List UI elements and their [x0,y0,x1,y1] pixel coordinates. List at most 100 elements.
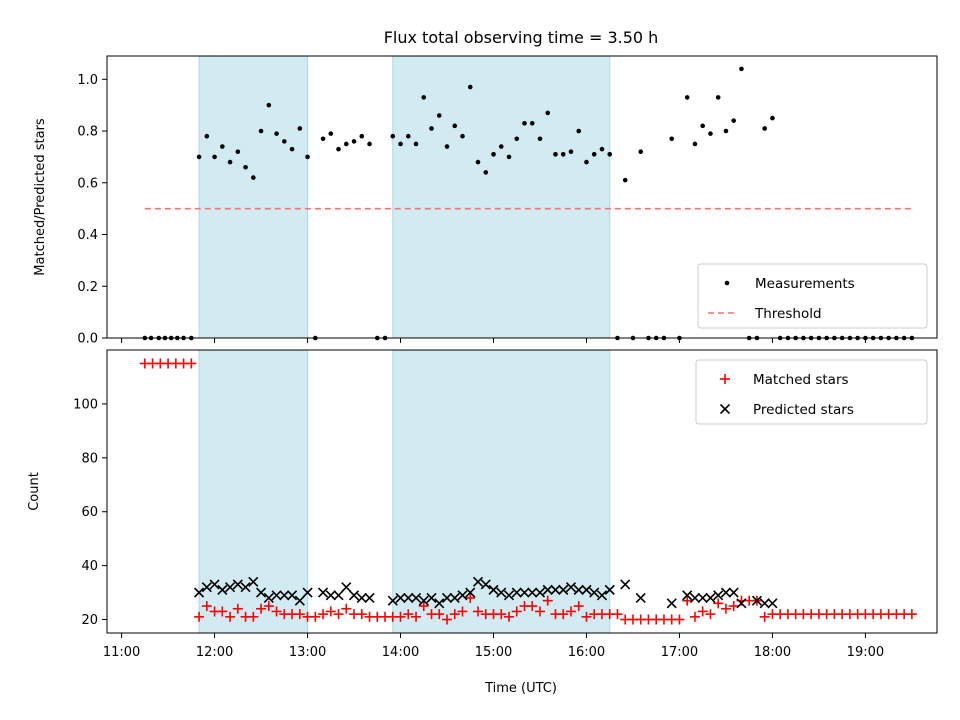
y-tick-label: 0.6 [77,176,98,191]
data-point-79 [739,66,744,72]
plot-frame [106,55,938,339]
data-point-37 [413,141,419,147]
data-point-58 [576,128,582,134]
data-point-73 [692,141,698,147]
data-point-45 [558,584,569,595]
data-point-41 [449,609,460,620]
y-tick-label: 100 [73,397,98,412]
data-point-35 [398,141,403,147]
legend-entry: Threshold [754,306,822,322]
data-point-28 [343,141,349,147]
data-point-12 [279,590,290,601]
data-point-31 [367,141,372,147]
data-point-25 [320,136,326,142]
data-point-44 [550,584,561,595]
y-tick-label: 0.4 [77,228,98,243]
data-point-57 [573,601,584,612]
data-point-50 [596,590,608,601]
data-point-60 [720,587,732,598]
data-point-49 [589,587,600,598]
data-point-16 [251,175,256,180]
panel-top: 0.0 0.2 0.4 0.6 0.8 1.0 Matched/Predicted star… [33,55,938,347]
data-point-9 [201,601,212,612]
data-point-19 [274,131,279,136]
data-point-8 [194,611,205,622]
data-point-75 [713,598,724,609]
data-point-27 [341,603,352,614]
data-point-32 [457,590,468,601]
data-point-54 [666,598,677,609]
y-tick-label: 20 [81,613,98,628]
data-point-25 [403,592,414,604]
observing-interval-1 [198,349,309,634]
data-point-30 [359,133,365,139]
legend-swatch [720,374,730,384]
data-point-43 [465,592,476,603]
data-point-42 [457,606,468,617]
data-point-61 [728,587,739,598]
data-point-18 [271,606,282,617]
data-point-29 [434,598,445,609]
data-point-57 [568,149,574,155]
data-point-55 [682,590,693,601]
data-point-15 [248,611,259,622]
data-point-83 [770,115,775,121]
data-point-76 [715,95,721,100]
x-tick-label: 11:00 [103,645,140,660]
data-point-76 [720,603,731,614]
data-point-15 [243,164,248,170]
legend: Measurements Threshold [697,263,928,329]
plot-frame [106,349,938,634]
data-point-12 [220,144,225,149]
data-point-21 [289,146,295,152]
data-point-77 [728,601,739,612]
data-point-57 [697,592,708,604]
data-point-47 [496,609,507,620]
data-point-14 [235,149,241,155]
data-point-39 [511,587,522,598]
observing-interval-2 [392,55,611,339]
data-point-71 [682,595,693,606]
data-point-10 [204,133,210,139]
data-point-40 [442,614,453,625]
data-point-46 [483,170,489,175]
legend-box [695,359,928,425]
data-point-11 [271,590,282,601]
data-point-55 [558,609,569,620]
panel-bottom: 20 40 60 80 100 11:00 12:00 13:00 14:00 15:00 16:0… [27,349,938,660]
data-point-20 [282,139,287,144]
data-point-62 [612,609,623,620]
data-point-26 [410,592,422,604]
y-axis-label: Matched/Predicted stars [33,118,48,276]
legend-swatch [724,280,730,286]
data-point-7 [186,358,197,369]
data-point-29 [356,609,367,620]
data-point-31 [449,592,460,604]
data-point-43 [542,584,553,595]
legend-swatch [719,403,731,415]
data-point-74 [700,123,705,129]
y-axis-label: Count [27,472,42,511]
data-point-61 [599,146,605,152]
data-point-17 [258,128,264,134]
data-point-23 [310,611,321,622]
data-point-41 [527,587,538,598]
data-point-75 [708,131,713,136]
data-point-6 [232,579,243,590]
y-tick-label: 0.2 [77,280,98,295]
data-point-9 [196,154,202,160]
data-point-56 [565,606,576,617]
data-point-48 [503,611,514,622]
x-tick-label: 19:00 [847,645,884,660]
data-point-37 [496,587,507,598]
data-point-19 [341,582,352,593]
data-point-24 [318,609,329,620]
data-point-8 [248,576,259,587]
data-point-11 [212,154,217,160]
data-point-78 [731,118,736,123]
x-tick-label: 15:00 [475,645,512,660]
data-point-70 [669,136,675,142]
data-point-37 [418,601,429,612]
data-point-1 [194,587,205,598]
